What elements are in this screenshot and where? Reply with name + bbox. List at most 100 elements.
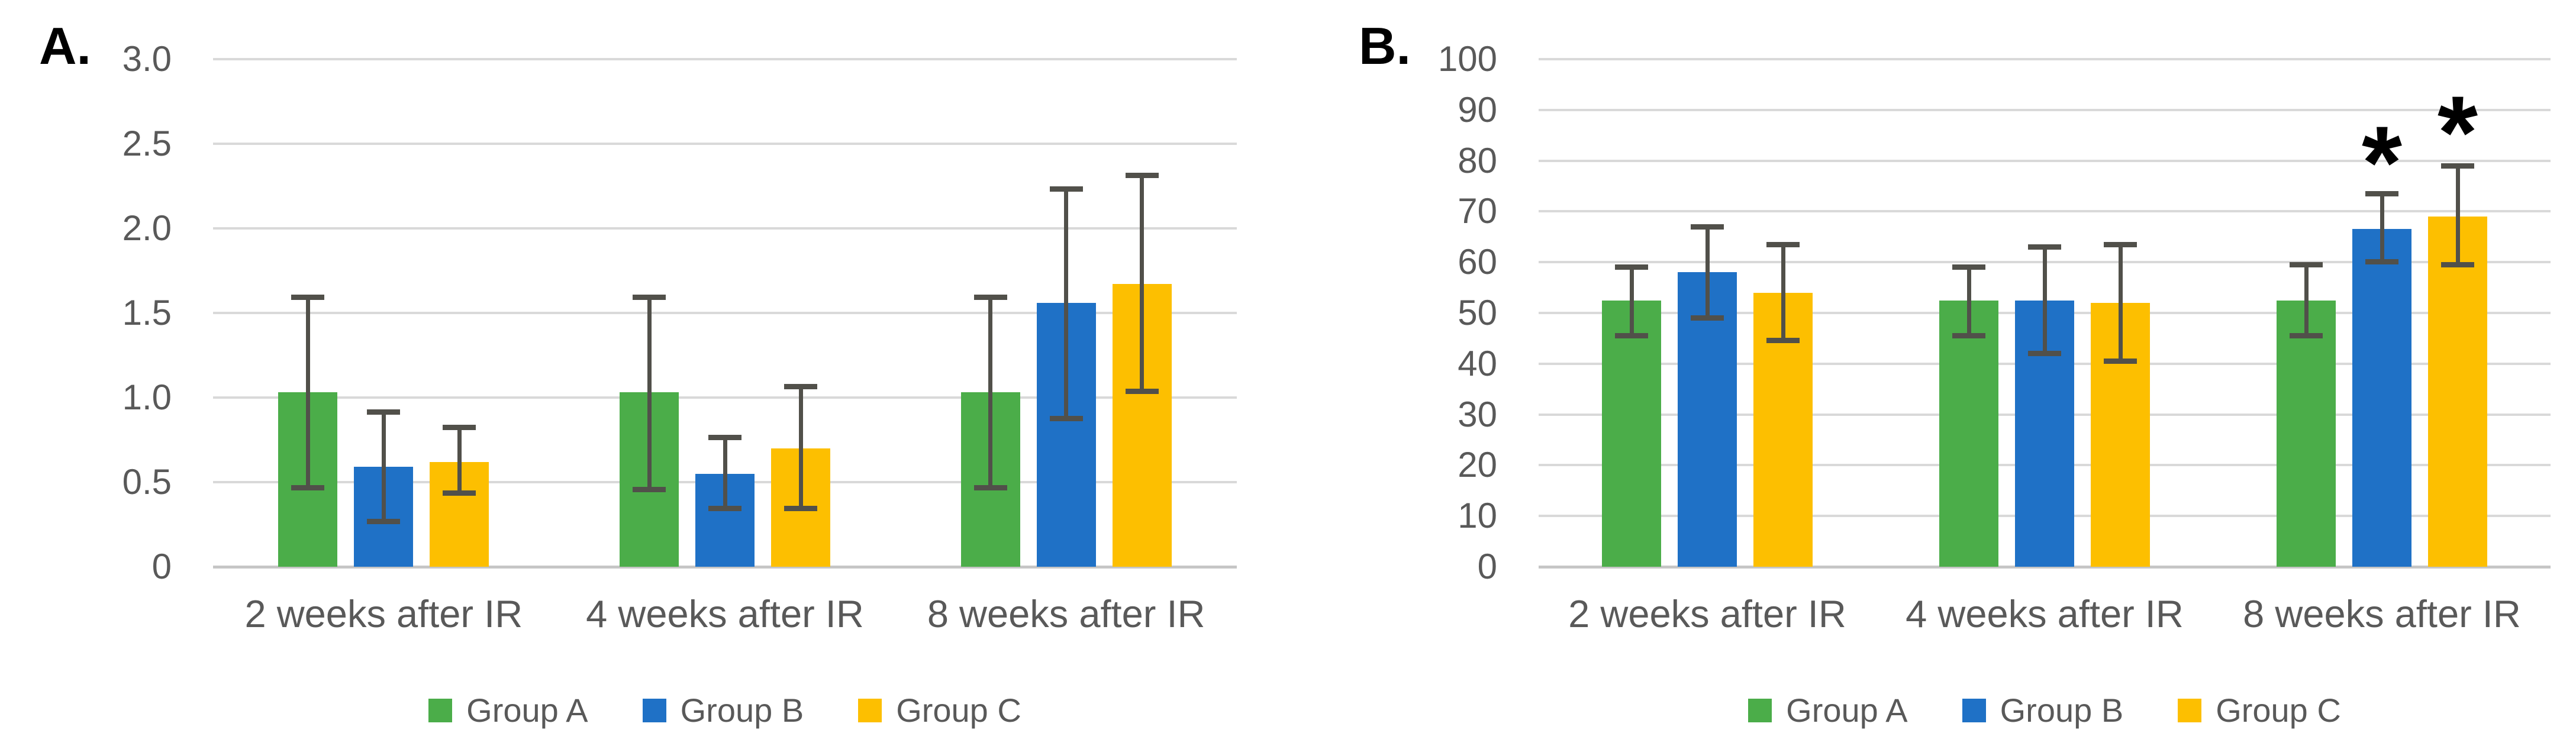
legend-item-group-a: Group A bbox=[1748, 691, 1908, 729]
error-bar-cap-bottom bbox=[1691, 315, 1724, 321]
legend-swatch-group-c bbox=[858, 698, 882, 722]
panel-b-label: B. bbox=[1359, 17, 1411, 75]
error-bar-group-c bbox=[443, 424, 476, 496]
error-bar-line bbox=[988, 294, 993, 491]
error-bar-group-c bbox=[784, 384, 817, 511]
x-category-label: 4 weeks after IR bbox=[586, 592, 864, 635]
gridline bbox=[213, 312, 1237, 314]
bar-group-a bbox=[1939, 300, 1998, 567]
error-bar-group-c bbox=[2104, 241, 2137, 364]
error-bar-cap-bottom bbox=[973, 485, 1007, 491]
bar-group-a bbox=[1602, 300, 1661, 567]
error-bar-cap-bottom bbox=[1049, 416, 1083, 422]
legend-item-group-c: Group C bbox=[858, 691, 1021, 729]
error-bar-cap-bottom bbox=[367, 519, 401, 525]
plot-area bbox=[213, 58, 1237, 569]
legend-item-group-b: Group B bbox=[1962, 691, 2124, 729]
panel-a: A. 0 0.5 1.0 1.5 2.0 2.5 3.0 2 weeks after IR 4 … bbox=[39, 20, 1237, 729]
gridline bbox=[1539, 210, 2551, 213]
error-bar-cap-bottom bbox=[784, 505, 817, 511]
error-bar-cap-top bbox=[2028, 244, 2061, 250]
y-tick-label: 0.5 bbox=[122, 462, 172, 502]
error-bar-cap-bottom bbox=[1615, 332, 1648, 338]
error-bar-line bbox=[305, 294, 310, 491]
error-bar-group-b bbox=[708, 434, 741, 511]
error-bar-cap-top bbox=[2290, 262, 2323, 268]
error-bar-cap-top bbox=[367, 409, 401, 415]
error-bar-cap-top bbox=[784, 384, 817, 390]
error-bar-cap-top bbox=[1766, 241, 1800, 247]
error-bar-line bbox=[381, 409, 386, 525]
error-bar-cap-top bbox=[2441, 163, 2474, 169]
y-tick-label: 60 bbox=[1458, 242, 1497, 282]
error-bar-group-b bbox=[367, 409, 401, 525]
error-bar-cap-bottom bbox=[2365, 259, 2398, 265]
panel-a-chart-canvas: 0 0.5 1.0 1.5 2.0 2.5 3.0 2 weeks after IR 4 wee… bbox=[122, 39, 1237, 729]
error-bar-cap-top bbox=[1615, 264, 1648, 270]
error-bar-group-b bbox=[1691, 224, 1724, 321]
error-bar-group-a bbox=[1952, 264, 1985, 338]
error-bar-cap-top bbox=[1691, 224, 1724, 230]
error-bar-line bbox=[1705, 224, 1710, 321]
legend-item-group-c: Group C bbox=[2178, 691, 2341, 729]
bar-group-b bbox=[2352, 229, 2411, 567]
error-bar-group-c bbox=[1125, 172, 1159, 395]
error-bar-line bbox=[798, 384, 803, 511]
x-axis-line bbox=[213, 566, 1237, 569]
error-bar-group-b bbox=[2365, 191, 2398, 265]
error-bar-line bbox=[457, 424, 462, 496]
x-category-label: 8 weeks after IR bbox=[927, 592, 1205, 635]
x-category-label: 2 weeks after IR bbox=[1568, 592, 1846, 635]
error-bar-cap-bottom bbox=[1125, 389, 1159, 395]
gridline bbox=[213, 58, 1237, 60]
bar-group-a bbox=[2277, 300, 2336, 567]
error-bar-group-c bbox=[1766, 241, 1800, 344]
y-tick-label: 10 bbox=[1458, 496, 1497, 536]
error-bar-cap-top bbox=[2104, 241, 2137, 247]
gridline bbox=[1539, 58, 2551, 60]
y-tick-label: 2.0 bbox=[122, 208, 172, 248]
legend: Group A Group B Group C bbox=[213, 691, 1237, 729]
y-tick-label: 50 bbox=[1458, 293, 1497, 332]
error-bar-cap-bottom bbox=[2028, 350, 2061, 356]
x-category-label: 8 weeks after IR bbox=[2243, 592, 2521, 635]
legend-swatch-group-a bbox=[428, 698, 453, 722]
error-bar-line bbox=[1064, 186, 1069, 422]
error-bar-cap-top bbox=[633, 294, 666, 300]
legend-label: Group C bbox=[896, 692, 1021, 729]
error-bar-group-c bbox=[2441, 163, 2474, 267]
error-bar-line bbox=[2042, 244, 2047, 356]
legend-swatch-group-b bbox=[1962, 698, 1986, 722]
x-category-label: 4 weeks after IR bbox=[1906, 592, 2184, 635]
y-tick-label: 2.5 bbox=[122, 124, 172, 163]
y-tick-label: 90 bbox=[1458, 89, 1497, 130]
x-category-label: 2 weeks after IR bbox=[244, 592, 523, 635]
gridline bbox=[1539, 108, 2551, 111]
gridline bbox=[213, 227, 1237, 230]
plot-area: * * bbox=[1539, 58, 2551, 569]
legend-label: Group B bbox=[2000, 692, 2124, 729]
error-bar-cap-top bbox=[1952, 264, 1985, 270]
legend-label: Group A bbox=[466, 692, 588, 729]
error-bar-line bbox=[2455, 163, 2460, 267]
significance-asterisk: * bbox=[2361, 105, 2403, 221]
error-bar-line bbox=[1781, 241, 1785, 344]
error-bar-cap-bottom bbox=[2290, 332, 2323, 338]
error-bar-cap-top bbox=[1049, 186, 1083, 192]
y-tick-label: 1.5 bbox=[122, 293, 172, 332]
y-tick-label: 70 bbox=[1458, 191, 1497, 231]
error-bar-group-a bbox=[2290, 262, 2323, 338]
error-bar-line bbox=[2304, 262, 2309, 338]
y-tick-label: 0 bbox=[151, 547, 172, 586]
legend: Group A Group B Group C bbox=[1539, 691, 2551, 729]
y-tick-label: 40 bbox=[1458, 343, 1497, 383]
error-bar-group-b bbox=[2028, 244, 2061, 356]
y-tick-label: 80 bbox=[1458, 140, 1497, 180]
legend-swatch-group-a bbox=[1748, 698, 1772, 722]
error-bar-group-a bbox=[1615, 264, 1648, 338]
y-tick-label: 20 bbox=[1458, 445, 1497, 485]
error-bar-group-a bbox=[973, 294, 1007, 491]
y-tick-label: 3.0 bbox=[122, 39, 172, 79]
error-bar-cap-bottom bbox=[443, 490, 476, 496]
gridline bbox=[213, 396, 1237, 399]
